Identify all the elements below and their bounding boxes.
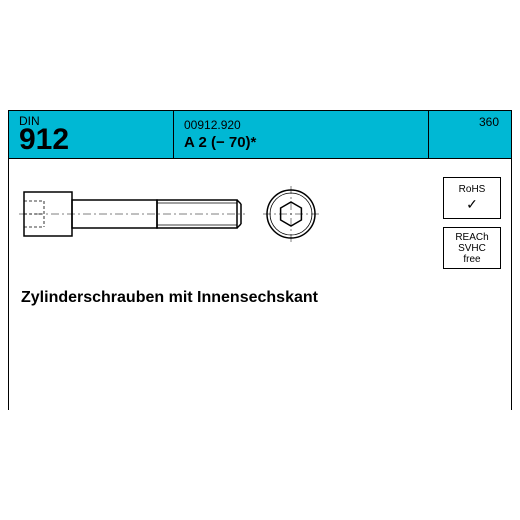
compliance-badges: RoHS ✓ REACh SVHC free	[443, 177, 501, 269]
rohs-label: RoHS	[459, 184, 486, 195]
check-icon: ✓	[466, 197, 478, 212]
reach-line3: free	[463, 254, 480, 265]
reach-line1: REACh	[455, 232, 488, 243]
product-spec-card: DIN 912 00912.920 A 2 (− 70)* 360	[8, 110, 512, 410]
material-cell: 00912.920 A 2 (− 70)*	[174, 111, 429, 158]
material-grade: A 2 (− 70)*	[184, 134, 256, 151]
header-band: DIN 912 00912.920 A 2 (− 70)* 360	[9, 111, 511, 159]
rohs-badge: RoHS ✓	[443, 177, 501, 219]
product-description: Zylinderschrauben mit Innensechskant	[21, 289, 318, 307]
content-area: RoHS ✓ REACh SVHC free Zylinderschrauben…	[9, 159, 511, 411]
page-number: 360	[479, 115, 499, 129]
product-code: 00912.920	[184, 118, 241, 132]
page-cell: 360	[429, 111, 511, 158]
din-cell: DIN 912	[9, 111, 174, 158]
din-value: 912	[19, 125, 69, 155]
reach-badge: REACh SVHC free	[443, 227, 501, 269]
technical-drawing	[19, 174, 339, 274]
reach-line2: SVHC	[458, 243, 486, 254]
